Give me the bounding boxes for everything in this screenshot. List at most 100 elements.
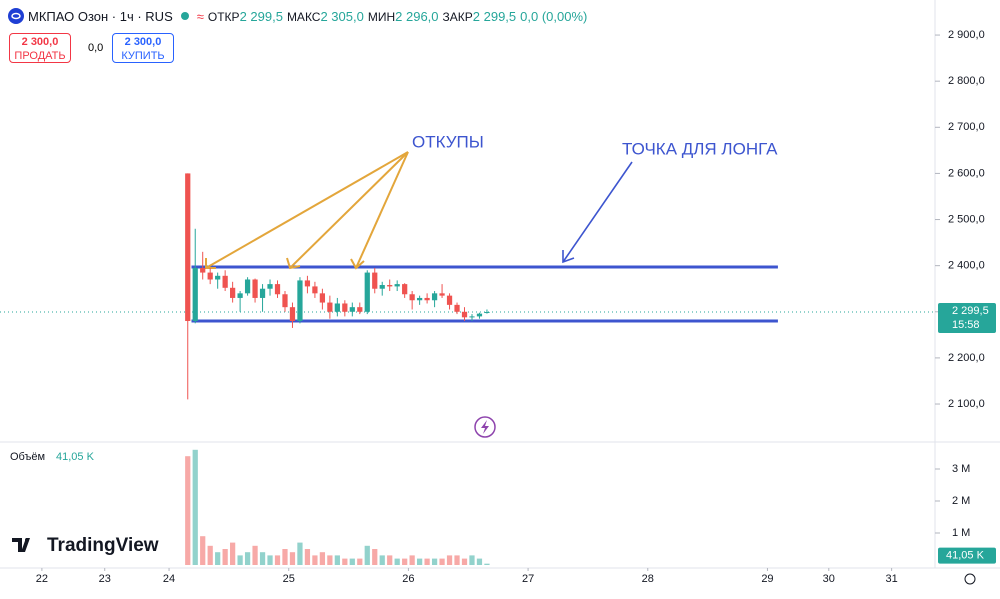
candle-body: [461, 311, 468, 318]
candle-body: [417, 297, 423, 301]
volume-bar: [200, 536, 206, 565]
volume-bar: [342, 558, 348, 565]
x-tick-label: 27: [522, 573, 534, 585]
volume-tick-label: 3 M: [952, 463, 970, 475]
annotation: ТОЧКА ДЛЯ ЛОНГА: [622, 139, 778, 158]
candle-body: [215, 275, 221, 280]
candle-body: [267, 284, 273, 289]
volume-bar: [439, 558, 445, 565]
candle-body: [185, 173, 191, 322]
candle-body: [409, 294, 415, 301]
volume-title: Объём: [10, 451, 45, 463]
ohlc-label: МАКС: [286, 9, 321, 24]
candle-body: [259, 288, 266, 298]
status-dot: [180, 12, 189, 20]
volume-bar: [259, 552, 266, 565]
x-tick-label: 23: [99, 573, 111, 585]
volume-value: 41,05 K: [56, 451, 95, 463]
volume-bar: [379, 555, 385, 565]
x-tick-label: 29: [761, 573, 773, 585]
candle-body: [394, 284, 400, 287]
events-icon-glyph: [481, 420, 489, 434]
volume-bar: [349, 558, 355, 565]
volume-bar: [319, 552, 326, 565]
candle-body: [252, 279, 258, 298]
buy-label: КУПИТЬ: [121, 50, 165, 62]
volume-bar: [394, 558, 400, 565]
candle-body: [469, 316, 475, 318]
candle-body: [274, 284, 281, 295]
status-icon: ≈: [196, 8, 204, 24]
y-tick-label: 2 700,0: [948, 121, 985, 133]
candle-body: [357, 307, 363, 312]
volume-bar: [297, 542, 303, 565]
volume-bar: [409, 555, 415, 565]
volume-bar: [312, 555, 318, 565]
x-tick-label: 22: [36, 573, 48, 585]
logo-text: TradingView: [47, 535, 159, 556]
candle-body: [364, 272, 370, 312]
symbol-icon: [8, 8, 24, 24]
ohlc-label: МИН: [367, 9, 396, 24]
y-tick-label: 2 900,0: [948, 29, 985, 41]
volume-bar: [402, 558, 408, 565]
y-tick-label: 2 200,0: [948, 352, 985, 364]
volume-bar: [461, 558, 468, 565]
candle-body: [289, 307, 296, 322]
ohlc-change: 0,0 (0,00%): [520, 8, 588, 24]
ohlc-value: 2 299,5: [239, 8, 283, 24]
sell-button[interactable]: 2 300,0 ПРОДАТЬ: [9, 33, 71, 63]
candle-body: [379, 285, 385, 289]
volume-bar: [222, 549, 228, 565]
volume-bar: [454, 555, 460, 565]
y-tick-label: 2 500,0: [948, 213, 985, 225]
volume-bar: [192, 449, 198, 565]
header: МКПАО Озон · 1ч · RUS ≈ ОТКР2 299,5 МАКС2…: [8, 8, 591, 24]
candle-body: [424, 297, 430, 301]
volume-bar: [230, 542, 236, 565]
volume-bar: [417, 558, 423, 565]
volume-tick-label: 2 M: [952, 495, 970, 507]
candle-body: [297, 280, 303, 322]
volume-bar: [289, 552, 296, 565]
x-tick-label: 25: [283, 573, 295, 585]
sell-price: 2 300,0: [21, 36, 59, 48]
sell-label: ПРОДАТЬ: [14, 50, 66, 62]
candle-body: [244, 279, 251, 294]
volume-bar: [446, 555, 453, 565]
x-tick-label: 31: [885, 573, 897, 585]
last-price-label: 2 299,5: [952, 305, 989, 317]
candle-body: [230, 287, 236, 298]
y-tick-label: 2 400,0: [948, 260, 985, 272]
candle-body: [304, 280, 311, 287]
candle-body: [402, 284, 408, 295]
volume-bar: [334, 555, 340, 565]
candle-body: [476, 313, 483, 317]
candle-body: [222, 275, 228, 288]
volume-bar: [327, 555, 333, 565]
candle-body: [237, 293, 243, 298]
candle-body: [312, 286, 318, 294]
volume-bar: [469, 555, 475, 565]
volume-bar: [252, 545, 258, 565]
volume-bar: [431, 558, 438, 565]
candle-body: [372, 272, 378, 289]
annotation-arrows: [205, 151, 633, 270]
candle-body: [282, 294, 288, 308]
volume-bar: [387, 555, 393, 565]
volume-bar: [237, 555, 243, 565]
candle-body: [342, 303, 348, 312]
ohlc-value: 2 305,0: [320, 8, 364, 24]
ohlc: ОТКР2 299,5 МАКС2 305,0 МИН2 296,0 ЗАКР2 29…: [208, 9, 591, 24]
candle-body: [327, 302, 333, 312]
x-tick-label: 30: [823, 573, 835, 585]
settings-icon[interactable]: [964, 573, 976, 585]
volume-bar: [185, 456, 191, 565]
ohlc-label: ОТКР: [207, 9, 240, 24]
candle-body: [349, 307, 355, 312]
buy-button[interactable]: 2 300,0 КУПИТЬ: [112, 33, 174, 63]
symbol[interactable]: МКПАО Озон · 1ч · RUS: [28, 8, 173, 24]
candle-body: [446, 295, 453, 305]
candle-body: [319, 293, 326, 303]
